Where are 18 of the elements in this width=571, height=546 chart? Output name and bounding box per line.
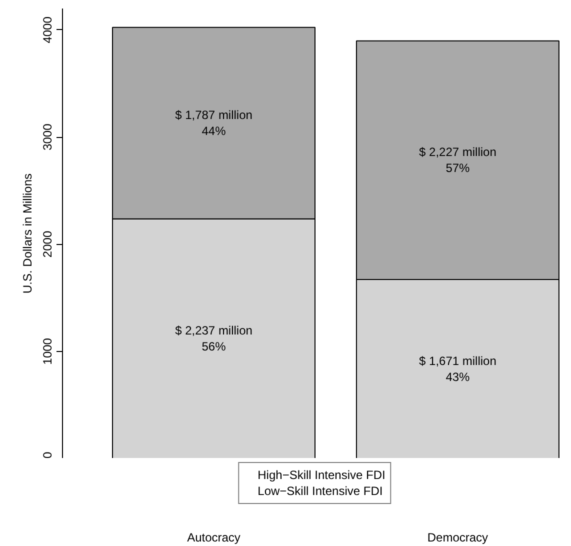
data-label: $ 1,787 million: [175, 108, 252, 122]
x-tick-label: Democracy: [427, 530, 488, 544]
annotation: 44%: [202, 124, 226, 138]
annotation: 56%: [202, 340, 226, 354]
annotation: 43%: [446, 370, 470, 384]
y-tick-label: 0: [40, 452, 54, 458]
data-label: $ 1,671 million: [419, 354, 496, 368]
series-label: High−Skill Intensive FDI: [258, 468, 386, 482]
x-tick-label: Autocracy: [187, 530, 240, 544]
y-axis-title: U.S. Dollars in Millions: [20, 173, 34, 294]
y-tick-label: 2000: [40, 230, 54, 258]
text: Low−Skill Intensive FDI: [258, 484, 383, 498]
annotation: 57%: [446, 161, 470, 176]
y-tick-label: 4000: [40, 16, 54, 44]
data-label: $ 2,237 million: [175, 324, 252, 338]
data-label: $ 2,227 million: [419, 145, 496, 160]
y-tick-label: 1000: [40, 338, 54, 365]
y-tick-label: 3000: [40, 123, 54, 150]
